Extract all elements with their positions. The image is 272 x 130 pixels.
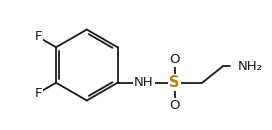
Text: O: O — [169, 53, 180, 66]
Text: F: F — [35, 30, 42, 43]
Text: F: F — [35, 87, 42, 100]
Text: NH₂: NH₂ — [238, 60, 263, 73]
Text: O: O — [169, 99, 180, 112]
Text: NH: NH — [134, 76, 154, 89]
Text: S: S — [169, 75, 180, 90]
